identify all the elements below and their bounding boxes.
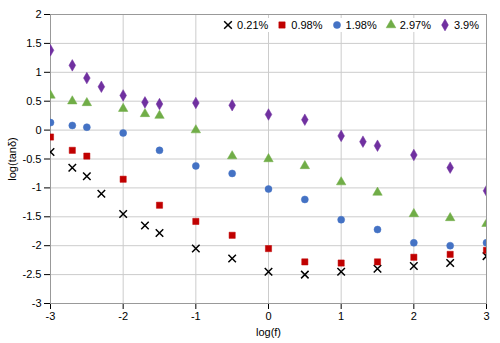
svg-text:1: 1 <box>35 66 41 78</box>
svg-text:0: 0 <box>35 124 41 136</box>
svg-text:0: 0 <box>265 310 271 322</box>
svg-text:1.5: 1.5 <box>26 37 41 49</box>
svg-text:-3: -3 <box>46 310 56 322</box>
html-text:0.21%: 0.21% <box>237 19 269 31</box>
svg-text:2: 2 <box>35 8 41 20</box>
html-text:2.97%: 2.97% <box>399 19 431 31</box>
svg-text:0.5: 0.5 <box>26 95 41 107</box>
html-text:1.98%: 1.98% <box>345 19 377 31</box>
svg-text:1: 1 <box>338 310 344 322</box>
svg-text:2: 2 <box>411 310 417 322</box>
svg-text:-1.5: -1.5 <box>23 210 42 222</box>
svg-text:log(tanδ): log(tanδ) <box>6 137 18 180</box>
svg-text:log(f): log(f) <box>256 326 281 338</box>
svg-text:-1: -1 <box>191 310 201 322</box>
svg-text:-3: -3 <box>32 297 42 309</box>
svg-text:3: 3 <box>483 310 489 322</box>
svg-text:-2.5: -2.5 <box>23 268 42 280</box>
svg-text:-2: -2 <box>118 310 128 322</box>
svg-text:-0.5: -0.5 <box>23 153 42 165</box>
svg-text:-2: -2 <box>32 239 42 251</box>
html-text:3.9%: 3.9% <box>453 19 479 31</box>
svg-text:-1: -1 <box>32 181 42 193</box>
html-text:0.98%: 0.98% <box>291 19 323 31</box>
